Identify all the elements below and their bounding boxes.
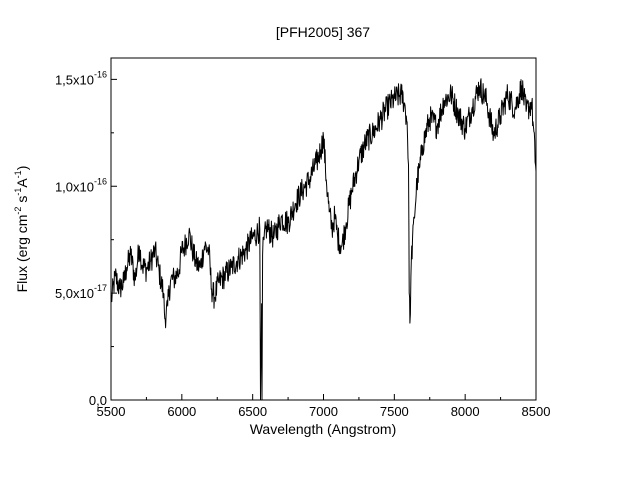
x-tick-label: 6000 xyxy=(167,404,196,419)
y-axis-title: Flux (erg cm-2 s-1A-1) xyxy=(13,166,30,293)
x-tick-label: 5500 xyxy=(97,404,126,419)
y-tick-label: 0,0 xyxy=(89,393,107,408)
x-tick-label: 8000 xyxy=(451,404,480,419)
x-axis-ticks: 5500 6000 6500 7000 7500 8000 8500 xyxy=(97,394,551,419)
x-tick-label: 7500 xyxy=(380,404,409,419)
y-tick-label: 1,5x10-16 xyxy=(55,69,107,87)
x-axis-title: Wavelength (Angstrom) xyxy=(250,421,397,437)
y-tick-label: 5,0x10-17 xyxy=(55,283,107,301)
y-axis-ticks: 0,0 5,0x10-17 1,0x10-16 1,5x10-16 xyxy=(55,69,117,408)
x-tick-label: 8500 xyxy=(522,404,551,419)
x-tick-label: 7000 xyxy=(309,404,338,419)
y-tick-label: 1,0x10-16 xyxy=(55,176,107,194)
chart-title: [PFH2005] 367 xyxy=(276,24,370,40)
x-tick-label: 6500 xyxy=(238,404,267,419)
flux-series-line xyxy=(110,78,537,401)
